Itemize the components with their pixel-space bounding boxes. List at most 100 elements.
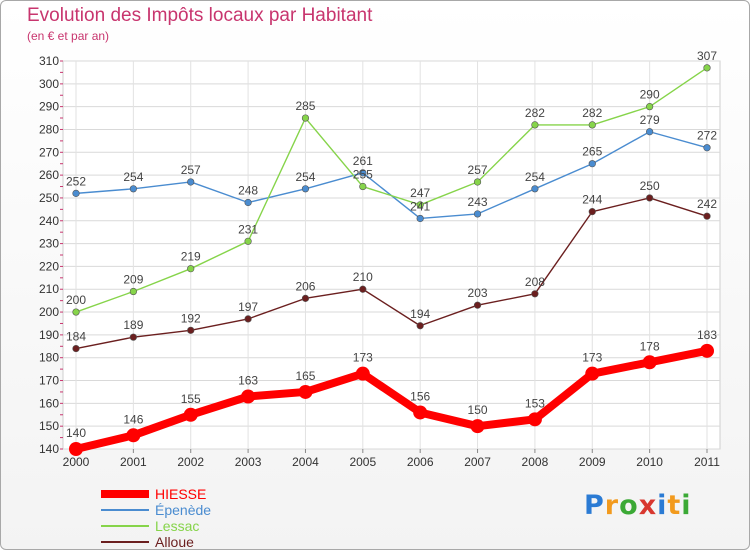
data-point [187,178,195,186]
data-point [301,114,310,122]
data-point [359,285,367,293]
data-label: 307 [697,49,717,63]
data-point [244,237,252,245]
data-label: 241 [410,199,430,213]
y-tick-label: 270 [39,145,59,159]
legend-label: HIESSE [155,486,207,502]
data-label: 189 [123,318,143,332]
data-point [129,287,137,296]
proxiti-logo: Proxiti [584,490,692,521]
y-tick-label: 260 [39,168,59,182]
data-point [129,185,137,193]
data-label: 156 [410,389,430,403]
x-tick-label: 2005 [349,455,376,469]
data-label: 250 [640,179,660,193]
data-point [473,178,482,186]
series-line-alloue [75,197,708,350]
data-label: 206 [295,279,315,293]
x-tick-label: 2004 [292,455,319,469]
data-label: 248 [238,184,258,198]
data-point [703,64,711,72]
x-tick-label: 2010 [636,455,663,469]
data-point [585,366,600,381]
x-tick-label: 2002 [177,455,204,469]
data-point [187,265,195,273]
series [69,64,714,456]
legend-swatch [101,525,149,527]
legend-label: Épenède [155,502,212,518]
y-tick-label: 290 [39,100,59,114]
data-point [588,208,596,216]
data-label: 243 [468,195,488,209]
data-point [470,419,485,434]
data-point [355,366,370,381]
data-label: 282 [582,106,602,120]
data-point [700,343,714,358]
data-label: 210 [353,270,373,284]
data-point [72,344,80,353]
data-point [531,185,539,193]
data-point [301,294,310,302]
y-tick-label: 180 [39,351,59,365]
x-tick-label: 2007 [464,455,491,469]
legend-swatch [101,490,149,498]
data-label: 173 [582,351,602,365]
data-point [359,182,367,191]
data-point [527,412,542,427]
data-point [72,308,80,316]
y-tick-label: 310 [39,54,59,68]
x-tick-label: 2003 [235,455,262,469]
data-point [413,405,428,420]
data-label: 208 [525,275,545,289]
data-point [301,185,310,193]
data-point [244,315,252,323]
data-label: 231 [238,222,258,236]
data-point [359,169,367,177]
chart-title: Evolution des Impôts locaux par Habitant [27,5,373,26]
data-point [646,194,654,202]
data-point [588,121,596,129]
x-tick-label: 2009 [579,455,606,469]
chart-subtitle: (en € et par an) [27,29,110,43]
legend-label: Lessac [155,518,200,534]
legend-label: Alloue [155,534,194,550]
data-label: 279 [640,113,660,127]
data-label: 244 [582,193,602,207]
data-label: 194 [410,307,430,321]
series-line-lessac [75,67,708,313]
axes: 140 150 160 170 180 190 200 210 220 230 240 250 260 2… [39,54,720,469]
y-tick-label: 250 [39,191,59,205]
data-label: 150 [468,403,488,417]
data-point [531,290,539,298]
x-tick-label: 2000 [63,455,90,469]
data-point [703,212,711,220]
y-tick-label: 160 [39,396,59,410]
data-point [642,355,657,370]
data-point [588,160,596,168]
data-point [244,198,252,207]
data-point [72,189,80,197]
data-point [473,301,482,309]
data-label: 285 [295,99,315,113]
legend-swatch [101,541,149,543]
data-point [69,442,83,456]
data-labels: 252 254 257 248 254 261 241 243 254 265 279 272 200 2… [66,49,717,440]
data-label: 184 [66,330,86,344]
data-label: 255 [353,168,373,182]
data-label: 219 [181,250,201,264]
data-label: 254 [123,170,143,184]
data-label: 247 [410,186,430,200]
data-point [416,214,424,223]
data-label: 265 [582,145,602,159]
data-point [129,333,137,341]
x-tick-label: 2001 [120,455,147,469]
y-tick-label: 170 [39,374,59,388]
data-label: 173 [353,351,373,365]
data-label: 153 [525,396,545,410]
data-point [298,384,313,399]
data-label: 163 [238,374,258,388]
data-label: 203 [468,286,488,300]
data-label: 183 [697,328,717,342]
data-label: 209 [123,273,143,287]
